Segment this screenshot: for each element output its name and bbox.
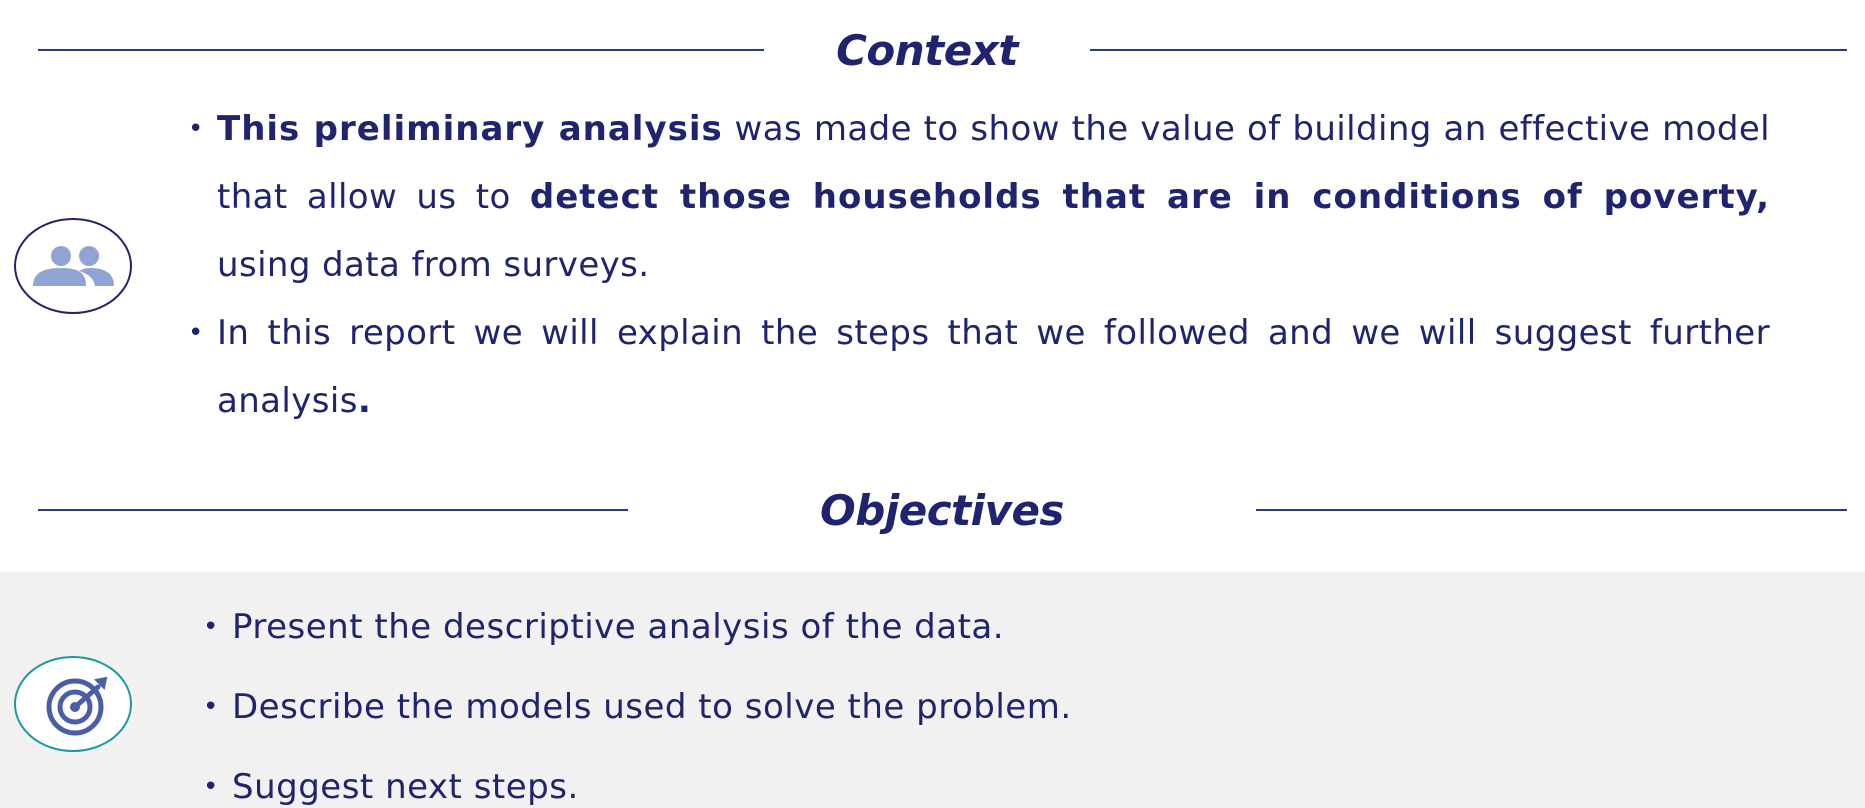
context-bullet-2-text: In this report we will explain the steps… [217,313,1770,421]
objectives-band [0,572,1865,808]
context-title: Context [836,26,1018,75]
context-bullet-2: • In this report we will explain the ste… [188,299,1770,435]
target-icon [46,676,108,736]
context-divider-right [1090,49,1847,51]
context-bullet-list: • This preliminary analysis was made to … [188,95,1771,435]
objective-item-3-text: Suggest next steps. [232,767,579,807]
objectives-divider-left [38,509,628,511]
objectives-bullet-list: • Present the descriptive analysis of th… [203,587,1532,808]
objective-item-2: • Describe the models used to solve the … [203,667,1532,747]
bullet-marker: • [188,318,204,348]
bullet-marker: • [188,114,204,144]
context-icon-badge [14,218,132,314]
objective-item-3: • Suggest next steps. [203,747,1532,808]
bullet-marker: • [203,692,219,722]
context-bullet-1-text-mid: was made to show the value of building a… [217,109,1770,217]
objective-item-1: • Present the descriptive analysis of th… [203,587,1532,667]
people-icon [33,246,114,286]
context-bullet-1-bold-mid: detect those households that are in cond… [529,177,1771,217]
objectives-title: Objectives [820,486,1064,535]
context-bullet-1-text-end: using data from surveys. [217,245,650,285]
objectives-divider-right [1256,509,1847,511]
context-bullet-2-bold-end: . [357,381,372,421]
bullet-marker: • [203,772,219,802]
context-bullet-1-bold-lead: This preliminary analysis [217,109,723,149]
bullet-marker: • [203,612,219,642]
context-divider-left [38,49,764,51]
objectives-icon-badge [14,656,132,752]
objective-item-1-text: Present the descriptive analysis of the … [232,607,1005,647]
context-bullet-1: • This preliminary analysis was made to … [188,95,1771,299]
objective-item-2-text: Describe the models used to solve the pr… [232,687,1072,727]
